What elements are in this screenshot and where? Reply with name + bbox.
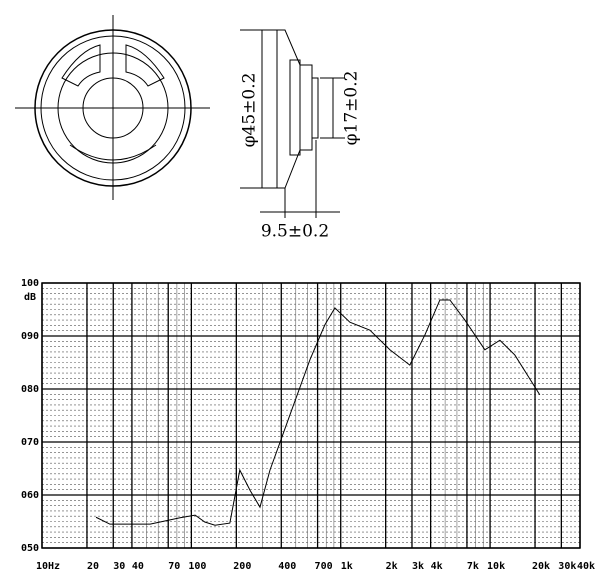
- y-tick-label: 080: [21, 384, 39, 395]
- x-tick-label: 400: [278, 561, 296, 572]
- x-tick-label: 4k: [431, 561, 443, 572]
- x-tick-label: 20k: [532, 561, 550, 572]
- y-tick-label: 050: [21, 543, 39, 554]
- dimension-label: φ17±0.2: [342, 71, 362, 146]
- y-unit-label: dB: [24, 292, 36, 303]
- x-tick-label: 200: [233, 561, 251, 572]
- y-tick-label: 100: [21, 278, 39, 289]
- x-tick-label: 7k: [467, 561, 479, 572]
- y-tick-label: 070: [21, 437, 39, 448]
- x-tick-label: 3k: [412, 561, 424, 572]
- x-tick-label: 70: [168, 561, 180, 572]
- side-view: [240, 29, 345, 218]
- x-tick-label: 40k: [577, 561, 595, 572]
- x-tick-label: 700: [315, 561, 333, 572]
- x-tick-label: 30: [113, 561, 125, 572]
- response-curve: [95, 299, 541, 526]
- x-tick-label: 100: [188, 561, 206, 572]
- y-tick-label: 060: [21, 490, 39, 501]
- x-tick-label: 20: [87, 561, 99, 572]
- plot-frame: [41, 282, 581, 549]
- x-tick-label: 10k: [487, 561, 505, 572]
- x-tick-label: 10Hz: [36, 561, 60, 572]
- dimension-label: 9.5±0.2: [261, 222, 329, 242]
- y-tick-label: 090: [21, 331, 39, 342]
- chart: 050 060 070 080 090 100 dB 10Hz 20 30 40 70 100 200 40…: [21, 278, 595, 572]
- x-tick-label: 40: [132, 561, 144, 572]
- front-view: [15, 15, 210, 200]
- x-tick-label: 1k: [341, 561, 353, 572]
- dimension-label: φ45±0.2: [240, 73, 260, 148]
- x-tick-label: 30k: [558, 561, 576, 572]
- x-tick-label: 2k: [386, 561, 398, 572]
